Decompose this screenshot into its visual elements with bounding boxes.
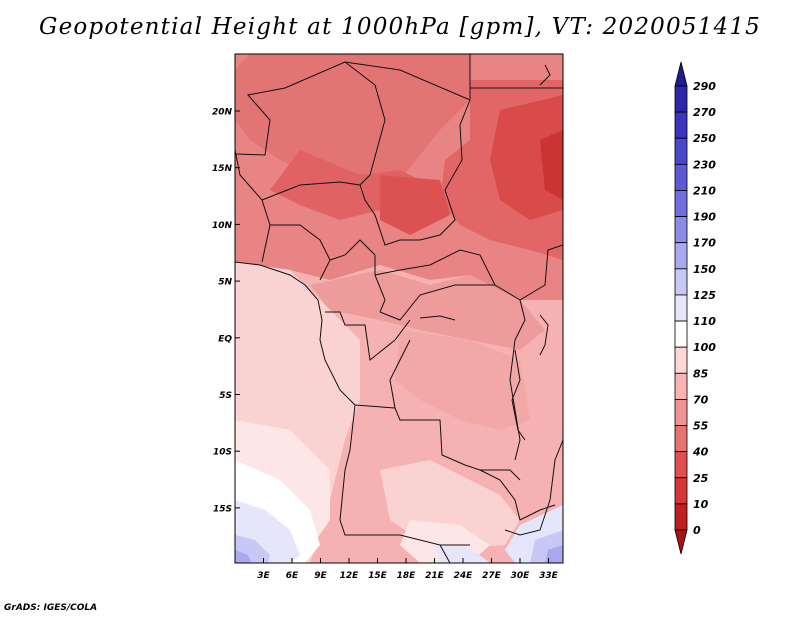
colorbar-segment	[674, 425, 688, 453]
lat-label: 5S	[219, 391, 232, 401]
colorbar-min-triangle	[674, 529, 688, 555]
lon-label: 6E	[286, 571, 299, 581]
lon-label: 30E	[511, 571, 531, 581]
colorbar-max-triangle	[674, 61, 688, 87]
country-borders	[235, 54, 563, 563]
colorbar-segment	[674, 294, 688, 322]
geopotential-field	[235, 54, 563, 563]
colorbar-label: 40	[692, 446, 709, 459]
colorbar-segment	[674, 399, 688, 426]
colorbar-segment	[674, 268, 688, 296]
grads-credit: GrADS: IGES/COLA	[4, 603, 98, 613]
lon-label: 27E	[482, 571, 502, 581]
colorbar-label: 25	[693, 472, 709, 485]
lat-label: 20N	[212, 108, 233, 118]
colorbar-label: 270	[693, 106, 716, 119]
colorbar-label: 10	[693, 498, 709, 511]
colorbar-label: 190	[693, 211, 716, 224]
colorbar-segment	[674, 85, 688, 113]
colorbar	[674, 61, 688, 555]
colorbar-label: 70	[693, 393, 709, 406]
lat-label: 5N	[218, 278, 232, 288]
colorbar-label: 250	[693, 132, 716, 145]
colorbar-segment	[674, 163, 688, 191]
axis-ticks	[235, 110, 549, 563]
lon-label: 15E	[368, 571, 388, 581]
colorbar-segment	[674, 346, 688, 374]
colorbar-label: 100	[693, 341, 716, 354]
colorbar-segment	[674, 477, 688, 505]
latitude-labels: 20N 15N 10N 5N EQ 5S 10S 15S	[212, 108, 233, 515]
colorbar-label: 150	[693, 263, 716, 276]
map-frame	[234, 53, 564, 564]
colorbar-label: 125	[693, 289, 716, 302]
lon-label: 12E	[340, 571, 360, 581]
colorbar-segment	[674, 190, 688, 217]
colorbar-label: 170	[693, 237, 716, 250]
colorbar-segment	[674, 503, 688, 531]
colorbar-segment	[674, 372, 688, 400]
longitude-labels: 3E 6E 9E 12E 15E 18E 21E 24E 27E 30E 33E	[257, 571, 558, 581]
lat-label: EQ	[218, 334, 232, 344]
lat-label: 10N	[212, 221, 233, 231]
lon-label: 9E	[314, 571, 327, 581]
colorbar-segment	[674, 320, 688, 348]
colorbar-segment	[674, 451, 688, 479]
lon-label: 21E	[425, 571, 445, 581]
colorbar-label: 230	[693, 158, 716, 171]
chart-title: Geopotential Height at 1000hPa [gpm], VT…	[39, 14, 761, 40]
colorbar-segment	[674, 111, 688, 139]
lat-label: 15N	[212, 164, 233, 174]
colorbar-label: 0	[693, 524, 701, 537]
lat-label: 10S	[213, 448, 232, 458]
colorbar-label: 290	[693, 80, 716, 93]
colorbar-segment	[674, 242, 688, 270]
colorbar-label: 210	[693, 184, 716, 197]
lon-label: 3E	[257, 571, 270, 581]
colorbar-label: 55	[693, 420, 709, 433]
lon-label: 33E	[539, 571, 559, 581]
colorbar-segment	[674, 216, 688, 244]
colorbar-label: 85	[693, 367, 709, 380]
lon-label: 18E	[397, 571, 417, 581]
colorbar-label: 110	[693, 315, 716, 328]
lat-label: 15S	[213, 504, 232, 514]
colorbar-labels: 2902702502302101901701501251101008570554…	[692, 80, 716, 537]
colorbar-segment	[674, 137, 688, 165]
lon-label: 24E	[454, 571, 474, 581]
